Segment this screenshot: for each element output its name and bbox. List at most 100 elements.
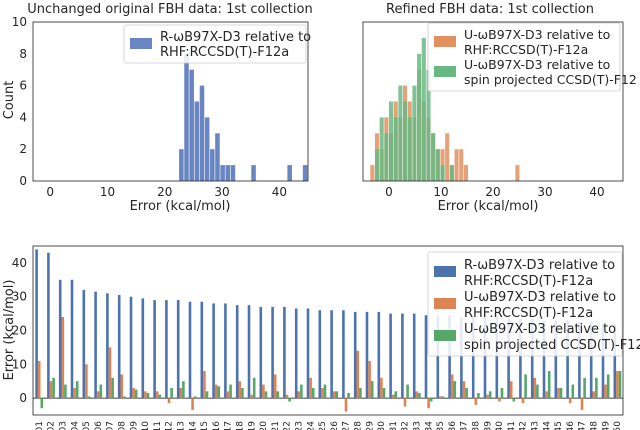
x-tick-label-original-40: 40 [272,185,287,199]
x-tick-label-bars-23: 23 [295,421,305,430]
bar-s3-15 [205,391,209,399]
bar-s3-06 [99,384,103,399]
x-tick-label-bars-27: 27 [342,421,352,430]
bar-s1-01 [35,249,38,399]
bar-s1-45 [554,320,558,399]
y-tick-label-bars-30: 30 [12,290,27,304]
histogram-bar-original-8 [215,133,220,181]
bar-s2-18 [238,381,242,399]
bar-s3-38 [477,393,480,399]
bar-s1-34 [424,315,428,399]
refined-legend-label-2-line-1: U-ωB97X-D3 relative to [464,57,610,72]
bar-s2-33 [415,391,419,399]
bar-s3-45 [559,387,563,399]
original-legend-box [123,24,307,64]
refined-legend-box [427,22,621,92]
y-tick-label-original-8: 8 [19,47,27,61]
refined-legend-swatch-2 [434,66,456,77]
histogram-bar-refined-s2-7 [403,101,408,181]
bar-s3-26 [335,391,339,399]
histogram-bar-refined-s2-8 [407,117,412,181]
histogram-bar-refined-s2-15 [440,165,445,181]
bar-s1-22 [283,306,286,399]
bars-legend-label-1-line-1: R-ωB97X-D3 relative to [464,258,615,273]
bar-s1-15 [200,301,204,399]
bar-s2-09 [132,387,135,399]
bar-s3-04 [75,381,79,399]
bar-s1-18 [235,305,239,399]
bar-s1-32 [401,313,404,399]
x-tick-label-refined-40: 40 [589,185,604,199]
bars-legend-label-2-line-1: U-ωB97X-D3 relative to [464,290,616,305]
bar-s3-27 [347,393,350,399]
x-tick-label-bars-26: 26 [330,421,340,430]
bar-s2-24 [309,377,312,399]
original-legend-label-1-line-1: R-ωB97X-D3 relative to [160,30,311,45]
histogram-bar-refined-s1-19 [454,149,459,181]
bar-s1-30 [377,311,381,399]
bar-s2-19 [250,394,253,399]
x-tick-label-bars-37: 37 [460,421,470,430]
bar-s3-41 [512,398,516,402]
plot-frame-bars [32,245,624,416]
bars-legend-label-1-line-2: RHF:RCCSD(T)-F12a [464,274,593,289]
bar-s3-31 [394,391,398,399]
x-tick-label-bars-39: 39 [483,421,493,430]
x-tick-label-bars-03: 03 [59,421,69,430]
histogram-bar-refined-s2-13 [431,133,436,181]
bar-s3-49 [606,374,610,399]
x-tick-label-bars-35: 35 [436,421,446,430]
x-tick-label-bars-08: 08 [118,421,128,430]
bar-s1-17 [224,303,227,399]
bar-s2-01 [37,360,41,399]
bar-s1-23 [294,308,298,399]
x-tick-label-bars-38: 38 [472,421,482,430]
histogram-bar-refined-s1-1 [370,165,375,181]
bar-s3-07 [111,377,114,399]
bar-s3-17 [229,384,232,399]
histogram-bar-original-13 [287,165,292,181]
x-tick-labels-original: 0 10 20 30 40 [46,185,287,199]
x-tick-label-bars-25: 25 [318,421,328,430]
x-tick-label-bars-05: 05 [82,421,92,430]
bar-s2-13 [179,387,183,399]
bar-s1-06 [94,291,97,399]
bar-s1-48 [589,322,593,399]
bar-s1-14 [188,301,192,399]
bar-s1-25 [318,310,322,399]
histogram-bar-original-9 [220,165,225,181]
x-tick-label-refined-10: 10 [433,185,448,199]
bar-s2-02 [49,381,53,399]
bar-s2-37 [462,381,466,399]
bar-s1-13 [176,300,180,399]
bar-s2-15 [203,371,206,399]
bar-s3-02 [52,377,55,399]
histogram-bar-original-12 [251,165,256,181]
y-axis-label-bars: Error (kcal/mol) [2,280,17,381]
bar-s3-11 [158,394,162,399]
bar-s3-25 [323,384,327,399]
histogram-bars-original [179,53,308,181]
bar-s1-11 [153,300,156,399]
x-tick-label-bars-11: 11 [153,421,163,430]
x-tick-label-refined-20: 20 [485,185,500,199]
bars-legend-box [427,251,623,357]
grouped-bars [35,249,622,412]
bar-s2-32 [403,398,407,407]
y-tick-label-bars-20: 20 [12,324,27,338]
x-tick-label-bars-29: 29 [365,421,375,430]
bar-s2-28 [356,350,360,399]
bar-s1-40 [495,316,499,399]
bar-s1-08 [117,295,121,399]
histogram-panel-original: Unchanged original FBH data: 1st collect… [2,2,313,214]
bar-s2-23 [297,391,301,399]
bar-s2-50 [616,371,619,399]
histogram-bar-refined-s1-21 [463,165,468,181]
histogram-bar-refined-s2-1 [374,149,380,181]
bar-s1-37 [460,316,463,399]
x-tick-label-bars-07: 07 [106,421,116,430]
x-tick-label-bars-28: 28 [354,421,364,430]
histogram-bar-original-6 [204,117,210,181]
x-tick-label-bars-30: 30 [377,421,387,430]
histogram-bar-refined-s2-10 [417,53,422,181]
